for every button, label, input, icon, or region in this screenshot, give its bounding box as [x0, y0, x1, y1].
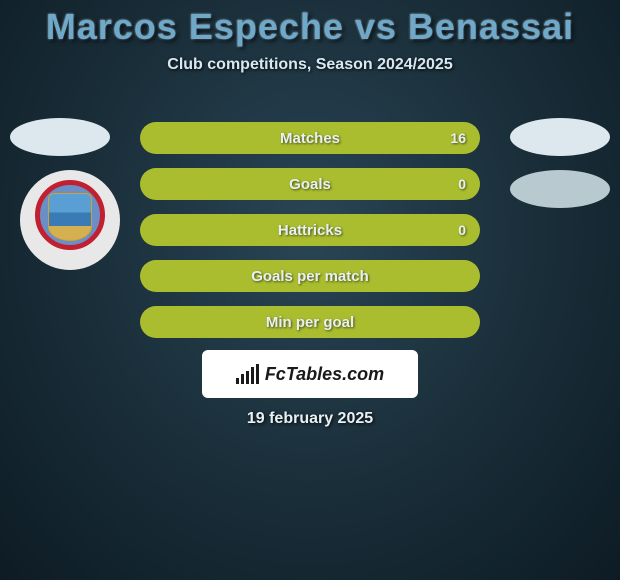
- date-text: 19 february 2025: [0, 410, 620, 428]
- stat-value: 16: [450, 130, 466, 146]
- stat-label: Goals: [289, 176, 331, 193]
- stat-row-min-per-goal: Min per goal: [140, 306, 480, 338]
- stat-value: 0: [458, 222, 466, 238]
- stat-label: Min per goal: [266, 314, 354, 331]
- player-left-avatar-1: [10, 118, 110, 156]
- stat-value: 0: [458, 176, 466, 192]
- player-right-avatar-1: [510, 118, 610, 156]
- fctables-logo[interactable]: FcTables.com: [202, 350, 418, 398]
- subtitle: Club competitions, Season 2024/2025: [0, 56, 620, 74]
- bars-icon: [236, 364, 259, 384]
- stat-label: Hattricks: [278, 222, 342, 239]
- stat-row-goals-per-match: Goals per match: [140, 260, 480, 292]
- stat-label: Matches: [280, 130, 340, 147]
- stat-row-hattricks: Hattricks 0: [140, 214, 480, 246]
- club-crest: [20, 170, 120, 270]
- logo-text: FcTables.com: [265, 364, 384, 385]
- stat-label: Goals per match: [251, 268, 369, 285]
- stats-container: Matches 16 Goals 0 Hattricks 0 Goals per…: [140, 122, 480, 352]
- player-right-avatar-2: [510, 170, 610, 208]
- stat-row-matches: Matches 16: [140, 122, 480, 154]
- stat-row-goals: Goals 0: [140, 168, 480, 200]
- page-title: Marcos Espeche vs Benassai: [0, 0, 620, 48]
